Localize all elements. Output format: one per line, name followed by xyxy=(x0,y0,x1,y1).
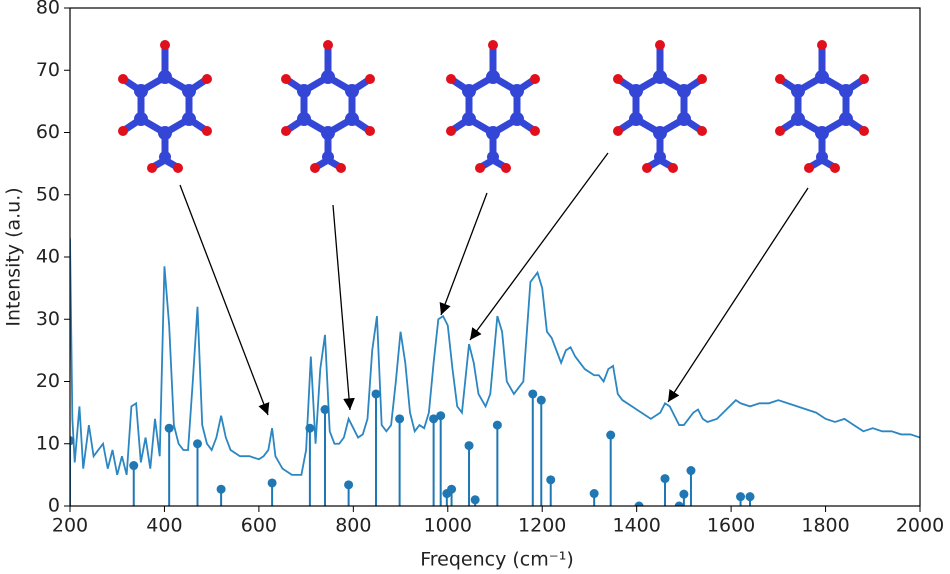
stem-marker xyxy=(736,492,746,502)
arrows xyxy=(179,152,809,416)
x-tick-label: 800 xyxy=(335,515,371,537)
stem-marker xyxy=(193,439,202,449)
stem-marker xyxy=(436,411,446,421)
stem-marker xyxy=(546,475,556,485)
y-axis-label: Intensity (a.u.) xyxy=(3,187,25,326)
molecule xyxy=(281,40,375,173)
line-series xyxy=(70,238,920,476)
arrow xyxy=(439,192,488,316)
molecule xyxy=(613,40,707,173)
stem-marker xyxy=(129,461,139,471)
stem-marker xyxy=(528,389,538,399)
x-tick-label: 400 xyxy=(146,515,182,537)
stem-marker xyxy=(745,492,755,502)
stem-marker xyxy=(674,501,684,506)
y-tick-label: 0 xyxy=(48,495,60,517)
x-tick-label: 1400 xyxy=(612,515,660,537)
arrow xyxy=(667,187,809,403)
x-tick-label: 600 xyxy=(241,515,277,537)
stem-marker xyxy=(492,420,502,430)
x-tick-label: 1200 xyxy=(518,515,566,537)
y-tick-label: 30 xyxy=(36,308,60,330)
y-tick-label: 70 xyxy=(36,59,60,81)
stem-marker xyxy=(320,405,330,415)
molecule xyxy=(118,40,212,173)
stem-marker xyxy=(606,430,616,440)
stem-marker xyxy=(371,389,381,399)
stem-marker xyxy=(686,466,696,476)
x-axis-label: Freqency (cm⁻¹) xyxy=(420,549,574,571)
arrow xyxy=(469,152,609,341)
stem-marker xyxy=(429,414,439,424)
stem-marker xyxy=(536,395,546,405)
stem-marker xyxy=(660,474,670,484)
stem-marker xyxy=(634,501,644,506)
stem-marker xyxy=(464,441,474,451)
stem-marker xyxy=(344,480,354,490)
x-tick-label: 1800 xyxy=(801,515,849,537)
stem-marker xyxy=(395,414,405,424)
y-tick-label: 50 xyxy=(36,183,60,205)
y-tick-label: 40 xyxy=(36,246,60,268)
series-group xyxy=(70,238,920,506)
molecule xyxy=(446,40,540,173)
stem-marker xyxy=(589,489,599,499)
x-tick-label: 2000 xyxy=(896,515,944,537)
y-tick-label: 10 xyxy=(36,432,60,454)
x-tick-label: 1600 xyxy=(707,515,755,537)
stem-marker xyxy=(305,423,315,433)
stem-marker xyxy=(447,484,457,494)
x-tick-label: 200 xyxy=(52,515,88,537)
plot-area: 200 400 600 800 1000 1200 1400 1600 1800 2000 0 10 2… xyxy=(36,0,944,537)
y-tick-label: 60 xyxy=(36,121,60,143)
stem-series xyxy=(70,389,755,506)
y-tick-label: 20 xyxy=(36,370,60,392)
arrow xyxy=(332,204,355,411)
stem-marker xyxy=(267,478,277,488)
stem-marker xyxy=(70,436,75,446)
y-tick-label: 80 xyxy=(36,0,60,19)
molecules xyxy=(118,40,869,173)
spectrum-line xyxy=(70,238,920,476)
stem-marker xyxy=(164,423,174,433)
x-tick-label: 1000 xyxy=(424,515,472,537)
stem-marker xyxy=(216,484,226,494)
stem-marker xyxy=(679,489,689,499)
stem-marker xyxy=(470,495,480,505)
arrow xyxy=(179,184,270,416)
molecule xyxy=(775,40,869,173)
